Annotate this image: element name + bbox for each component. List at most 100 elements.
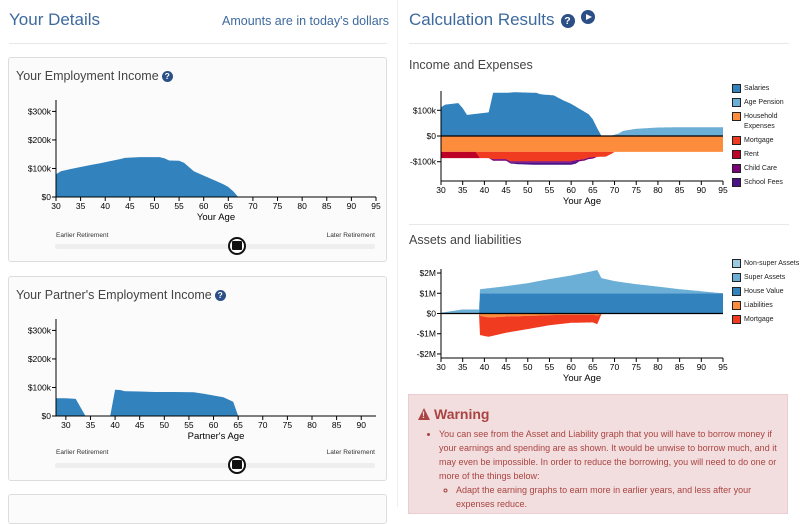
y-tick-label: -$100k xyxy=(410,157,437,167)
x-tick-label: 45 xyxy=(501,362,511,372)
legend-item-mortgage: Mortgage xyxy=(732,136,804,146)
x-tick-label: 85 xyxy=(675,362,685,372)
y-tick-label: $1M xyxy=(419,288,436,298)
x-axis-label: Your Age xyxy=(563,196,601,207)
your-details-column: Your Details Amounts are in today's doll… xyxy=(0,0,397,524)
legend-swatch xyxy=(732,112,741,121)
income-area xyxy=(56,389,376,416)
warning-triangle-icon xyxy=(418,408,430,420)
legend-label: Mortgage xyxy=(744,137,774,144)
legend-swatch xyxy=(732,150,741,159)
x-tick-label: 75 xyxy=(631,362,641,372)
partner-employment-income-panel: Your Partner's Employment Income? $0 $100… xyxy=(8,276,387,481)
x-tick-label: 55 xyxy=(174,201,184,211)
legend-item-salaries: Salaries xyxy=(732,84,804,94)
y-tick-label: -$2M xyxy=(417,349,436,359)
legend-swatch xyxy=(732,164,741,173)
area-mortgage xyxy=(441,151,723,162)
x-tick-label: 30 xyxy=(436,362,446,372)
calculation-results-title: Calculation Results? xyxy=(409,10,595,30)
area-age-pension xyxy=(441,92,723,136)
retirement-slider-handle[interactable] xyxy=(228,237,246,255)
y-tick-label: $0 xyxy=(427,131,437,141)
legend-swatch xyxy=(732,136,741,145)
question-circle-icon[interactable]: ? xyxy=(560,14,575,28)
y-tick-label: $2M xyxy=(419,268,436,278)
divider xyxy=(409,43,789,44)
retirement-slider-track[interactable] xyxy=(55,244,375,249)
warning-message: You can see from the Asset and Liability… xyxy=(439,427,784,511)
warning-message-text: You can see from the Asset and Liability… xyxy=(439,429,777,481)
x-tick-label: 95 xyxy=(371,201,381,211)
x-tick-label: 60 xyxy=(566,185,576,195)
next-panel xyxy=(8,494,387,524)
legend-label: Household Expenses xyxy=(744,113,778,130)
x-tick-label: 30 xyxy=(61,420,71,430)
panel-title-text: Your Partner's Employment Income xyxy=(16,288,212,302)
retirement-slider-handle[interactable] xyxy=(228,456,246,474)
warning-alert: Warning You can see from the Asset and L… xyxy=(408,394,788,514)
legend-swatch xyxy=(732,301,741,310)
y-tick-label: $0 xyxy=(42,192,52,202)
legend-swatch xyxy=(732,287,741,296)
legend-label: Salaries xyxy=(744,85,770,92)
x-tick-label: 90 xyxy=(356,420,366,430)
x-tick-label: 80 xyxy=(653,185,663,195)
x-tick-label: 60 xyxy=(209,420,219,430)
x-tick-label: 75 xyxy=(273,201,283,211)
your-details-title: Your Details xyxy=(9,10,101,29)
earlier-retirement-label: Earlier Retirement xyxy=(56,449,109,456)
legend-item-mortgage: Mortgage xyxy=(732,315,804,325)
x-tick-label: 65 xyxy=(224,201,234,211)
x-tick-label: 45 xyxy=(501,185,511,195)
x-tick-label: 75 xyxy=(283,420,293,430)
x-tick-label: 55 xyxy=(545,185,555,195)
x-tick-label: 30 xyxy=(436,185,446,195)
x-tick-label: 60 xyxy=(199,201,209,211)
x-axis-label: Partner's Age xyxy=(188,431,245,442)
question-circle-icon[interactable]: ? xyxy=(161,71,173,82)
legend-label: Super Assets xyxy=(744,274,786,281)
panel-title: Your Employment Income? xyxy=(16,69,173,83)
y-tick-label: $100k xyxy=(413,105,437,115)
income-expenses-legend: Salaries Age Pension Household Expenses Mor… xyxy=(732,84,804,192)
x-tick-label: 90 xyxy=(697,362,707,372)
x-tick-label: 45 xyxy=(135,420,145,430)
area-child-care xyxy=(441,151,723,163)
x-tick-label: 35 xyxy=(458,185,468,195)
play-circle-icon[interactable] xyxy=(580,10,595,24)
earlier-retirement-label: Earlier Retirement xyxy=(56,232,109,239)
x-tick-label: 70 xyxy=(248,201,258,211)
partner-income-chart[interactable]: $0 $100k $200k $300k 30 35 40 45 50 55 60 65 70 75 80 8… xyxy=(9,307,388,482)
warning-sub-item: Adapt the earning graphs to earn more in… xyxy=(456,483,784,511)
retirement-slider-track[interactable] xyxy=(55,463,375,468)
x-tick-label: 65 xyxy=(588,362,598,372)
x-tick-label: 85 xyxy=(322,201,332,211)
legend-swatch xyxy=(732,259,741,268)
legend-swatch xyxy=(732,178,741,187)
x-tick-label: 95 xyxy=(718,362,728,372)
x-tick-label: 50 xyxy=(150,201,160,211)
warning-sub-list: Adapt the earning graphs to earn more in… xyxy=(456,483,784,511)
legend-item-liabilities: Liabilities xyxy=(732,301,804,311)
x-tick-label: 65 xyxy=(588,185,598,195)
x-tick-label: 70 xyxy=(258,420,268,430)
y-tick-label: $100k xyxy=(28,382,52,392)
x-tick-label: 50 xyxy=(523,362,533,372)
x-tick-label: 40 xyxy=(110,420,120,430)
income-expenses-chart[interactable]: $100k $0 -$100k 30 35 40 45 50 55 60 65 70 75 80 85 90 9… xyxy=(398,78,728,223)
area-super-assets xyxy=(441,270,723,314)
question-circle-icon[interactable]: ? xyxy=(214,290,226,301)
x-tick-label: 35 xyxy=(76,201,86,211)
y-tick-label: $300k xyxy=(28,325,52,335)
x-tick-label: 85 xyxy=(332,420,342,430)
assets-liabilities-title: Assets and liabilities xyxy=(409,233,522,247)
x-tick-label: 55 xyxy=(545,362,555,372)
your-income-chart[interactable]: $0 $100k $200k $300k 30 35 40 45 50 55 60 65 70 75 80 8… xyxy=(9,88,388,263)
legend-item-non-super-assets: Non-super Assets xyxy=(732,259,804,269)
todays-dollars-note: Amounts are in today's dollars xyxy=(222,14,390,28)
warning-title: Warning xyxy=(418,406,489,422)
x-tick-label: 95 xyxy=(718,185,728,195)
x-tick-label: 80 xyxy=(297,201,307,211)
